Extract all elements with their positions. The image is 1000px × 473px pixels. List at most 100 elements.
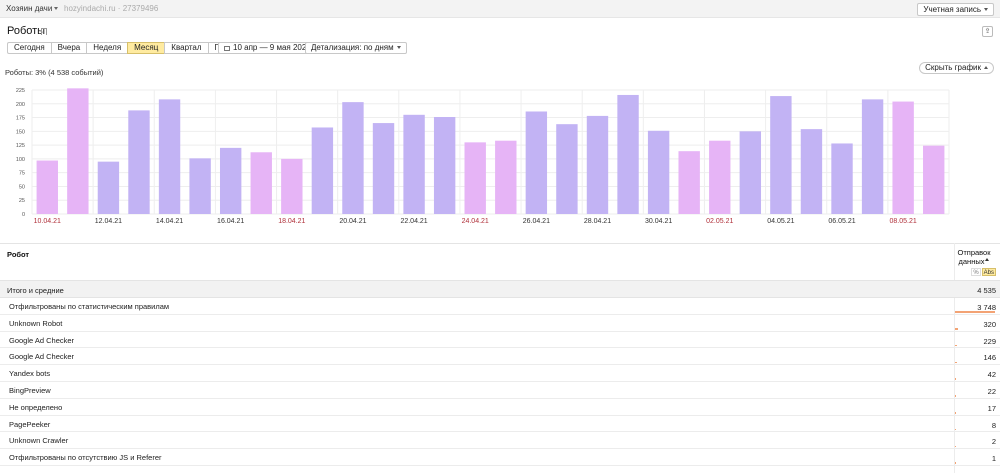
- table-row[interactable]: Не определено 17: [0, 399, 1000, 416]
- x-tick-label: 30.04.21: [645, 218, 672, 225]
- y-tick-label: 75: [19, 171, 25, 177]
- row-robot-name: Yandex bots: [9, 369, 51, 379]
- row-robot-name: BingPreview: [9, 385, 51, 395]
- chart-bar[interactable]: [250, 152, 272, 214]
- x-tick-label: 06.05.21: [828, 218, 855, 225]
- row-share-bar: [955, 378, 956, 380]
- x-tick-label: 16.04.21: [217, 218, 244, 225]
- x-tick-label: 22.04.21: [400, 218, 427, 225]
- x-tick-label: 10.04.21: [34, 218, 61, 225]
- column-header-robot[interactable]: Робот: [7, 250, 30, 259]
- row-robot-name: Отфильтрованы по статистическим правилам: [9, 302, 170, 311]
- table-body: Отфильтрованы по статистическим правилам…: [0, 298, 1000, 466]
- chart-bar[interactable]: [342, 102, 364, 214]
- chart-bar[interactable]: [770, 96, 792, 214]
- y-tick-label: 225: [16, 88, 25, 94]
- row-value: 1: [991, 454, 996, 464]
- bookmark-icon[interactable]: [41, 28, 47, 35]
- table-row[interactable]: Отфильтрованы по статистическим правилам…: [0, 298, 1000, 315]
- chart-bar[interactable]: [97, 161, 120, 214]
- tab-period[interactable]: Неделя: [86, 42, 128, 54]
- chart-bar[interactable]: [617, 94, 639, 214]
- date-range-label: 10 апр — 9 мая 2021: [233, 43, 311, 52]
- table-row[interactable]: Google Ad Checker 229: [0, 332, 1000, 349]
- chart-bar[interactable]: [647, 130, 670, 214]
- row-robot-name: Unknown Crawler: [9, 436, 69, 446]
- chart-bar[interactable]: [403, 114, 425, 214]
- chart-bar[interactable]: [128, 110, 150, 214]
- row-value: 320: [983, 319, 996, 329]
- chevron-up-icon: [984, 66, 988, 69]
- chart-bar[interactable]: [433, 117, 456, 214]
- row-value: 42: [987, 370, 996, 380]
- tab-period[interactable]: Месяц: [127, 42, 165, 54]
- chart-bar[interactable]: [861, 99, 884, 214]
- chart-bar[interactable]: [281, 158, 303, 214]
- bar-chart: 0 25 50 75 100 125 150 175 200 225 10.04.21 12.04.2…: [16, 88, 950, 225]
- date-range-button[interactable]: 10 апр — 9 мая 2021: [218, 42, 317, 54]
- total-label: Итого и средние: [7, 286, 64, 295]
- tab-period[interactable]: Сегодня: [7, 42, 51, 54]
- y-tick-label: 100: [16, 157, 25, 163]
- chart-bar[interactable]: [311, 127, 334, 214]
- counter-selector[interactable]: Хозяин дачи: [6, 4, 59, 13]
- account-button[interactable]: Учетная запись: [917, 3, 994, 16]
- row-value: 22: [987, 386, 996, 396]
- toggle-option[interactable]: %: [971, 268, 981, 276]
- chart-bar[interactable]: [709, 140, 731, 214]
- row-robot-name: Google Ad Checker: [9, 335, 75, 345]
- total-row: Итого и средние 4 535: [0, 280, 1000, 298]
- detail-select[interactable]: Детализация: по дням: [305, 42, 407, 54]
- export-icon[interactable]: ⇪: [982, 26, 993, 37]
- chart-bar[interactable]: [678, 151, 700, 214]
- row-value: 3 748: [977, 303, 996, 312]
- table-row[interactable]: Google Ad Checker 146: [0, 348, 1000, 366]
- period-tabs: СегодняВчераНеделяМесяцКварталГод: [7, 42, 235, 54]
- row-value: 146: [983, 353, 996, 363]
- chart-bar[interactable]: [525, 111, 548, 214]
- table-row[interactable]: Отфильтрованы по отсутствию JS и Referer…: [0, 449, 1000, 466]
- chart-bar[interactable]: [800, 129, 823, 214]
- hide-chart-button[interactable]: Скрыть график: [919, 62, 994, 74]
- column-header-metric[interactable]: Отправок данных: [952, 248, 996, 266]
- chart-bar[interactable]: [67, 88, 89, 214]
- row-robot-name: PagePeeker: [9, 419, 51, 429]
- y-tick-label: 200: [16, 102, 25, 108]
- row-share-bar: [955, 445, 956, 448]
- table-row[interactable]: BingPreview 22: [0, 382, 1000, 399]
- column-divider: [954, 243, 955, 473]
- metric-label: Отправок данных: [957, 248, 991, 266]
- row-robot-name: Google Ad Checker: [9, 352, 75, 362]
- detail-label: Детализация: по дням: [311, 43, 394, 52]
- chart-bar[interactable]: [372, 123, 395, 214]
- x-tick-label: 12.04.21: [95, 218, 122, 225]
- chart-bar[interactable]: [831, 143, 853, 214]
- chart-bar[interactable]: [495, 140, 517, 214]
- chart-bar[interactable]: [923, 145, 945, 214]
- chart-bar[interactable]: [892, 101, 914, 214]
- chart-bar[interactable]: [556, 124, 578, 214]
- row-share-bar: [955, 395, 956, 397]
- chevron-down-icon: [54, 7, 59, 10]
- tab-period[interactable]: Квартал: [164, 42, 208, 54]
- chart-bar[interactable]: [219, 147, 242, 214]
- table-row[interactable]: Yandex bots 42: [0, 365, 1000, 382]
- row-value: 17: [987, 403, 996, 413]
- x-tick-label: 28.04.21: [584, 218, 611, 225]
- table-row[interactable]: Unknown Crawler 2: [0, 432, 1000, 450]
- chart-bar[interactable]: [464, 142, 486, 214]
- x-tick-label: 14.04.21: [156, 218, 183, 225]
- chart-bar[interactable]: [586, 115, 609, 214]
- total-value: 4 535: [977, 286, 996, 295]
- toggle-option[interactable]: Abs: [981, 268, 996, 276]
- tab-period[interactable]: Вчера: [50, 42, 87, 54]
- chart-bar[interactable]: [158, 99, 181, 214]
- chart-bar[interactable]: [739, 131, 762, 214]
- row-robot-name: Unknown Robot: [9, 318, 63, 328]
- chart-bar[interactable]: [36, 160, 58, 214]
- y-tick-label: 25: [19, 198, 25, 204]
- table-row[interactable]: PagePeeker 8: [0, 416, 1000, 433]
- row-share-bar: [955, 462, 956, 464]
- chart-bar[interactable]: [189, 158, 211, 214]
- table-row[interactable]: Unknown Robot 320: [0, 315, 1000, 332]
